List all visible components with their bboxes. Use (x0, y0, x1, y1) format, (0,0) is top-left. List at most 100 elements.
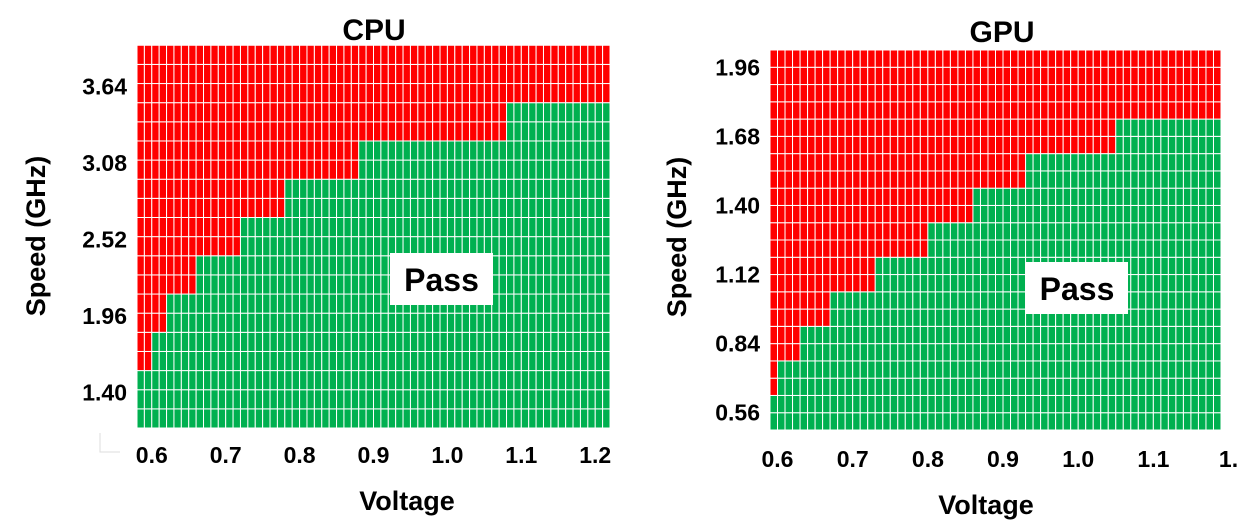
cpu-cell-pass (542, 312, 552, 333)
gpu-cell-fail (1002, 118, 1012, 137)
gpu-cell-pass (1167, 274, 1177, 293)
cpu-cell-pass (550, 121, 559, 142)
cpu-cell-fail (299, 140, 308, 161)
cpu-cell-pass (417, 350, 426, 372)
gpu-cell-fail (1077, 135, 1087, 155)
cpu-cell-fail (180, 159, 190, 180)
gpu-cell-pass (1190, 291, 1199, 310)
gpu-cell-fail (777, 84, 786, 103)
gpu-cell-pass (1167, 187, 1177, 206)
cpu-cell-fail (239, 63, 249, 85)
gpu-cell-fail (919, 222, 929, 241)
cpu-cell-pass (506, 121, 515, 142)
cpu-cell-pass (409, 350, 419, 372)
gpu-cell-pass (934, 274, 944, 293)
cpu-cell-pass (306, 293, 315, 314)
cpu-cell-pass (299, 293, 308, 314)
gpu-cell-pass (1137, 360, 1147, 379)
gpu-cell-fail (1130, 84, 1139, 103)
gpu-cell-pass (1190, 343, 1199, 362)
cpu-cell-fail (225, 44, 234, 65)
gpu-cell-fail (1017, 170, 1027, 189)
cpu-cell-pass (276, 236, 286, 257)
gpu-cell-pass (949, 325, 959, 345)
gpu-cell-pass (1130, 204, 1139, 224)
cpu-cell-pass (358, 159, 367, 180)
gpu-cell-fail (1025, 101, 1034, 120)
gpu-cell-pass (964, 394, 974, 414)
cpu-cell-fail (225, 159, 234, 180)
gpu-cell-pass (942, 412, 951, 431)
gpu-cell-pass (1025, 325, 1034, 345)
gpu-cell-fail (882, 153, 891, 172)
cpu-cell-pass (417, 140, 426, 161)
cpu-cell-fail (210, 236, 219, 257)
gpu-cell-pass (1107, 187, 1117, 206)
gpu-cell-fail (867, 49, 876, 68)
cpu-cell-fail (565, 44, 574, 65)
gpu-cell-pass (1167, 412, 1177, 431)
cpu-cell-pass (491, 236, 500, 257)
gpu-cell-fail (912, 84, 921, 103)
cpu-cell-grid (136, 44, 611, 429)
cpu-cell-pass (587, 178, 596, 199)
cpu-cell-fail (232, 159, 241, 180)
gpu-cell-pass (995, 394, 1004, 414)
gpu-cell-pass (1092, 325, 1102, 345)
cpu-cell-pass (336, 370, 345, 391)
cpu-cell-pass (565, 255, 574, 276)
cpu-cell-pass (520, 312, 530, 333)
gpu-cell-fail (1032, 66, 1042, 86)
cpu-cell-pass (594, 159, 604, 180)
cpu-cell-fail (180, 140, 190, 161)
cpu-cell-fail (321, 140, 330, 161)
gpu-cell-fail (942, 66, 951, 86)
gpu-cell-fail (844, 153, 854, 172)
gpu-cell-pass (1197, 187, 1207, 206)
gpu-x-tick-label: 0.6 (762, 446, 794, 472)
gpu-cell-pass (934, 394, 944, 414)
gpu-cell-pass (1175, 153, 1184, 172)
gpu-cell-pass (882, 274, 891, 293)
gpu-cell-fail (769, 66, 779, 86)
cpu-cell-pass (454, 389, 463, 410)
cpu-cell-fail (520, 83, 530, 104)
cpu-cell-fail (387, 102, 397, 123)
cpu-cell-fail (350, 83, 360, 104)
gpu-cell-fail (829, 118, 839, 137)
cpu-cell-pass (602, 102, 611, 123)
gpu-cell-fail (934, 49, 944, 68)
cpu-cell-pass (579, 389, 589, 410)
cpu-cell-pass (535, 350, 544, 372)
gpu-cell-fail (1055, 49, 1064, 68)
gpu-cell-pass (1152, 394, 1162, 414)
gpu-cell-pass (1115, 204, 1124, 224)
gpu-cell-pass (949, 308, 959, 327)
cpu-cell-fail (476, 63, 485, 85)
cpu-cell-pass (602, 274, 611, 295)
gpu-cell-fail (814, 118, 824, 137)
gpu-cell-pass (1017, 343, 1027, 362)
cpu-cell-pass (565, 121, 574, 142)
cpu-cell-fail (239, 102, 249, 123)
gpu-cell-fail (837, 222, 846, 241)
gpu-cell-fail (769, 256, 779, 276)
gpu-cell-pass (1122, 360, 1132, 379)
cpu-cell-fail (217, 83, 227, 104)
gpu-cell-pass (1160, 325, 1169, 345)
cpu-cell-fail (151, 312, 160, 333)
cpu-cell-pass (594, 178, 604, 199)
gpu-cell-pass (1062, 377, 1072, 396)
cpu-cell-fail (350, 44, 360, 65)
cpu-cell-fail (528, 83, 537, 104)
cpu-cell-fail (136, 350, 145, 372)
gpu-cell-fail (889, 222, 899, 241)
gpu-cell-pass (1047, 170, 1057, 189)
cpu-cell-pass (365, 236, 374, 257)
cpu-cell-fail (247, 159, 256, 180)
cpu-cell-pass (232, 408, 241, 429)
cpu-cell-fail (203, 159, 212, 180)
gpu-cell-pass (1040, 377, 1049, 396)
gpu-cell-pass (1152, 360, 1162, 379)
cpu-cell-pass (572, 102, 581, 123)
